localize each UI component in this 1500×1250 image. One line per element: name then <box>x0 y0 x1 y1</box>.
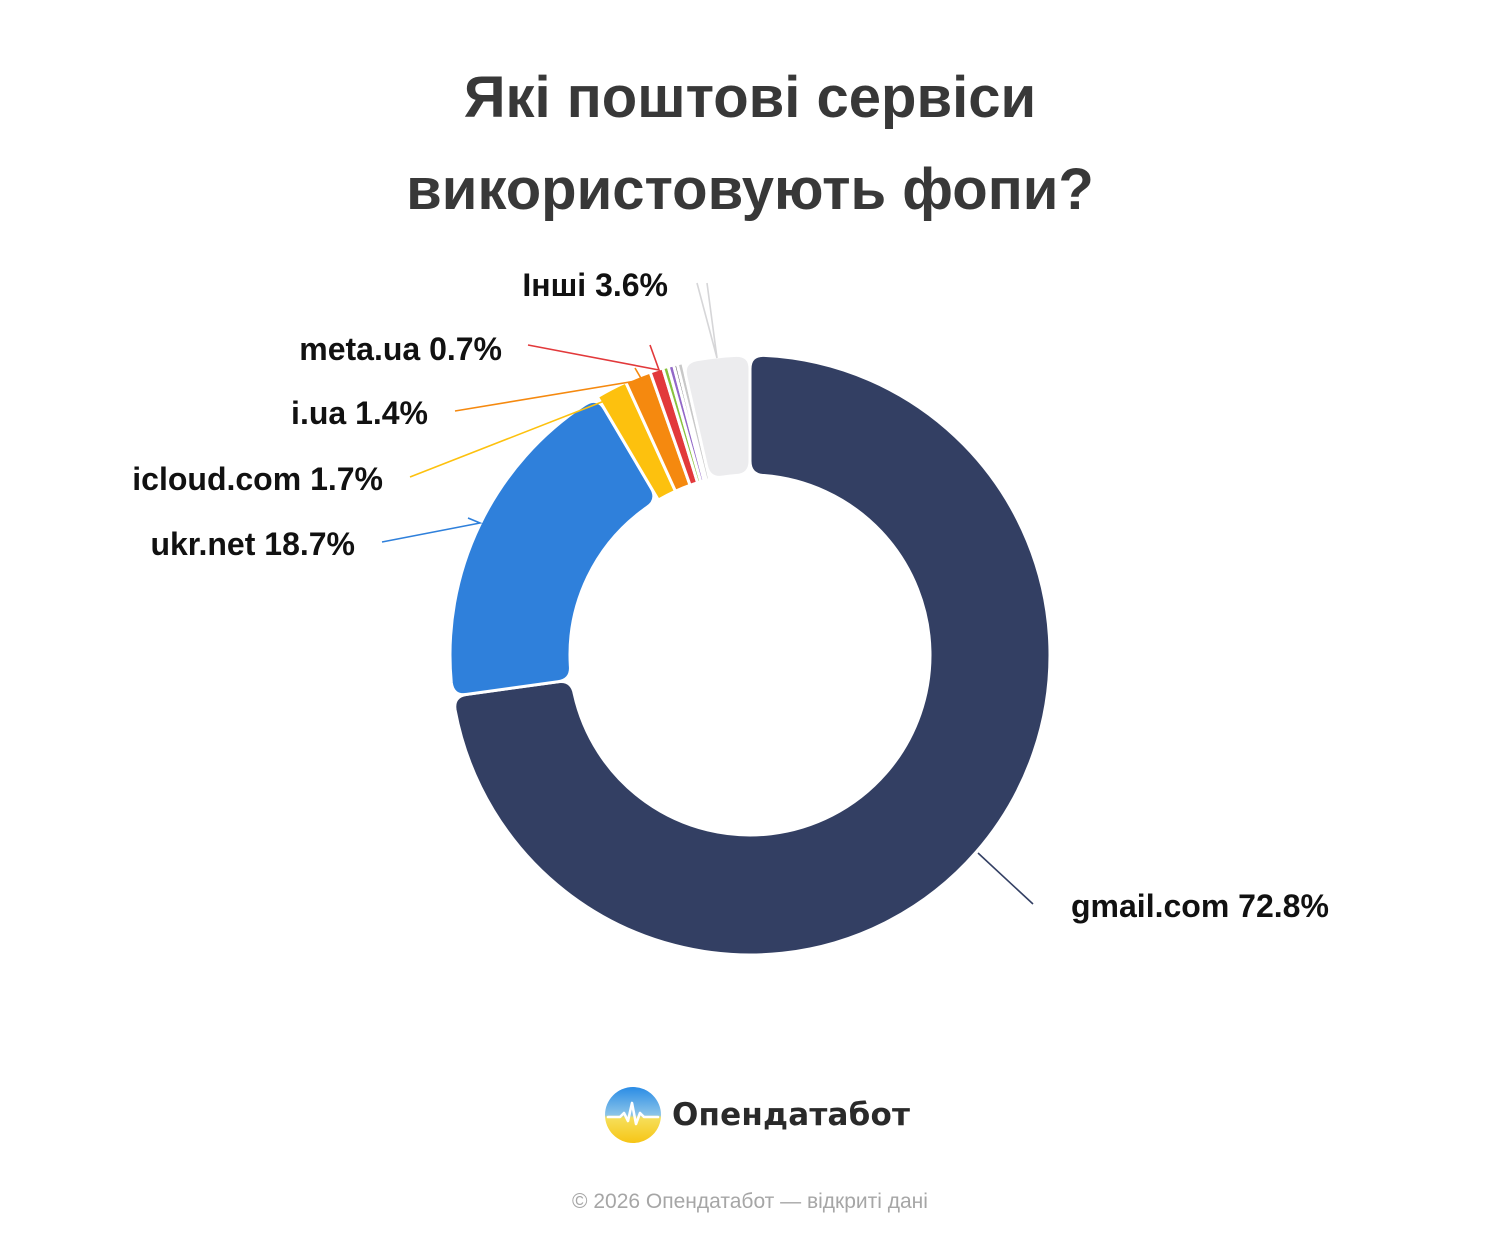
leader-lines-layer <box>381 282 1034 905</box>
data-label-metaua: meta.ua 0.7% <box>299 331 502 367</box>
leader-line-iua <box>454 367 644 412</box>
chart-title-line-2: використовують фопи? <box>406 157 1094 222</box>
data-label-gmail: gmail.com 72.8% <box>1071 888 1329 924</box>
pie-slice-inshi[interactable] <box>683 353 752 479</box>
chart-title-line-1: Які поштові сервіси <box>463 65 1037 130</box>
data-label-ukrnet: ukr.net 18.7% <box>150 526 355 562</box>
leader-line-metaua <box>527 344 661 372</box>
data-label-icloud: icloud.com 1.7% <box>132 461 383 497</box>
leader-line-ukrnet <box>381 517 483 543</box>
pie-slice-gmail[interactable] <box>453 353 1052 957</box>
brand: Опендатабот <box>604 1086 910 1144</box>
data-label-iua: i.ua 1.4% <box>291 395 428 431</box>
chart-title: Які поштові сервіси використовують фопи? <box>0 52 1500 236</box>
data-label-inshi: Інші 3.6% <box>522 267 668 303</box>
opendatabot-logo-icon <box>605 1087 661 1143</box>
pie-slice-ukrnet[interactable] <box>448 399 656 697</box>
data-labels-layer: gmail.com 72.8% ukr.net 18.7% icloud.com 1… <box>132 267 1329 924</box>
slices-layer <box>448 353 1052 957</box>
leader-line-icloud <box>409 397 613 478</box>
brand-name: Опендатабот <box>672 1097 911 1133</box>
leader-line-inshi <box>696 282 718 359</box>
leader-line-gmail <box>977 852 1034 905</box>
footer-copyright: © 2026 Опендатабот — відкриті дані <box>572 1190 928 1213</box>
